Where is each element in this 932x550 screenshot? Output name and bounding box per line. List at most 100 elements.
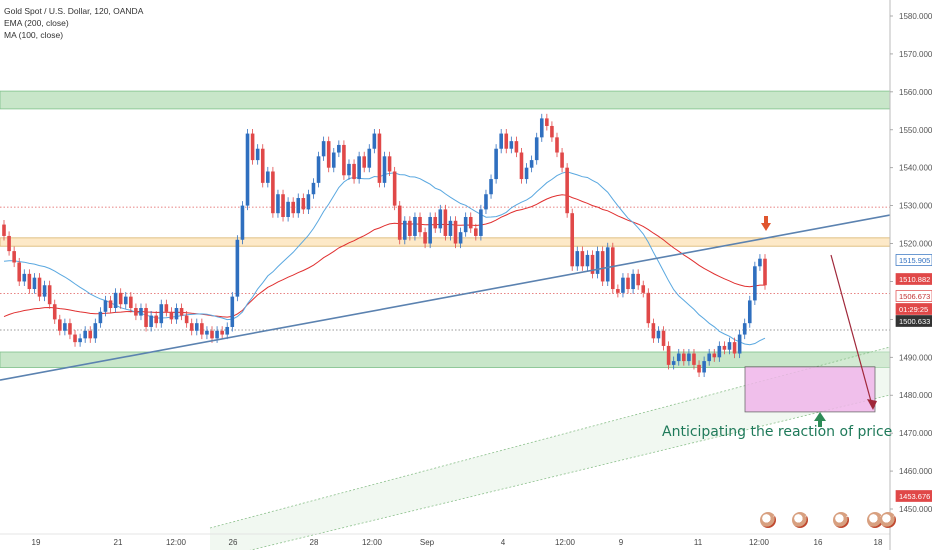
candle-body	[52, 304, 57, 320]
down-arrow-icon	[761, 223, 771, 231]
candle-body	[656, 330, 661, 339]
x-tick-label: 12:00	[749, 538, 770, 547]
candle-body	[169, 311, 174, 320]
candle-body	[489, 179, 493, 195]
candle-body	[499, 133, 503, 149]
candle-body	[372, 133, 377, 149]
candle-body	[484, 194, 488, 210]
candle-body	[413, 216, 417, 236]
resistance-zone	[0, 90, 891, 110]
candle-body	[438, 209, 443, 229]
candlestick-series	[2, 113, 767, 378]
candle-body	[118, 292, 123, 305]
x-tick-label: Sep	[420, 538, 435, 547]
candle-body	[184, 315, 189, 324]
candle-body	[73, 334, 77, 343]
candle-body	[641, 285, 646, 293]
candle-body	[433, 216, 438, 229]
candle-body	[347, 163, 351, 176]
price-label-box	[895, 303, 932, 315]
price-label: 1500.633	[899, 317, 930, 326]
candle-body	[575, 251, 580, 267]
candle-body	[98, 311, 103, 324]
event-flag-icon[interactable]: 1	[833, 512, 849, 528]
candle-body	[529, 160, 534, 168]
candle-body	[458, 232, 463, 244]
candle-body	[763, 258, 767, 286]
candle-body	[276, 194, 280, 214]
candle-body	[93, 323, 98, 339]
candle-body	[387, 156, 392, 172]
candle-body	[230, 296, 235, 327]
x-tick-label: 19	[32, 538, 41, 547]
candle-body	[732, 342, 737, 354]
candle-body	[316, 156, 321, 183]
y-tick-label: 1450.000	[899, 505, 932, 514]
candle-body	[68, 323, 72, 335]
ascending-channel	[209, 346, 891, 550]
candle-body	[164, 304, 169, 312]
candle-body	[722, 345, 727, 350]
event-flag-icon[interactable]: 7	[760, 512, 776, 528]
price-label-box	[895, 490, 932, 502]
candle-body	[611, 247, 615, 290]
channel-upper-line	[209, 346, 891, 529]
trendline	[0, 214, 891, 381]
candle-body	[266, 171, 270, 183]
candle-body	[281, 194, 285, 217]
candle-body	[423, 232, 427, 244]
y-tick-label: 1470.000	[899, 429, 932, 438]
y-tick-label: 1560.000	[899, 88, 932, 97]
candle-body	[342, 144, 346, 176]
candle-body	[687, 353, 691, 362]
channel-lower-line	[249, 394, 891, 550]
support-zone	[0, 351, 891, 368]
x-tick-label: 28	[310, 538, 319, 547]
candle-body	[108, 300, 113, 309]
ema-legend: EMA (200, close)	[4, 18, 69, 28]
candle-body	[7, 235, 11, 252]
candle-body	[271, 171, 275, 214]
x-tick-label: 26	[229, 538, 238, 547]
projection-arrow-head	[867, 399, 877, 410]
candle-body	[474, 228, 478, 236]
price-label: 1506.673	[899, 292, 930, 301]
candle-body	[2, 224, 6, 236]
chart-legend: Gold Spot / U.S. Dollar, 120, OANDA EMA …	[4, 5, 143, 41]
x-tick-label: 12:00	[362, 538, 383, 547]
price-label-box	[895, 315, 932, 327]
candle-body	[123, 296, 128, 305]
candle-body	[631, 273, 635, 290]
candle-body	[22, 273, 27, 282]
candle-body	[560, 152, 564, 168]
event-count: 1	[845, 513, 849, 519]
candle-body	[539, 118, 544, 138]
target-zone	[744, 366, 876, 413]
candle-body	[671, 361, 676, 365]
candle-body	[504, 133, 509, 149]
candle-body	[443, 209, 448, 236]
price-label: 01:29:25	[899, 305, 928, 314]
candle-body	[600, 251, 605, 282]
candle-body	[113, 292, 118, 309]
down-arrow-stem	[764, 216, 768, 224]
candle-body	[555, 137, 559, 153]
candle-body	[189, 323, 194, 331]
y-tick-label: 1520.000	[899, 240, 932, 249]
candle-body	[88, 330, 93, 339]
candle-body	[392, 171, 397, 206]
y-tick-label: 1570.000	[899, 50, 932, 59]
candle-body	[154, 315, 158, 324]
chart-title: Gold Spot / U.S. Dollar, 120, OANDA	[4, 6, 144, 16]
candle-body	[585, 254, 590, 267]
channel-fill	[210, 347, 890, 550]
y-tick-label: 1480.000	[899, 391, 932, 400]
candle-body	[139, 308, 143, 316]
event-flag-icon[interactable]: 7	[880, 512, 896, 528]
candle-body	[194, 323, 199, 331]
candle-body	[250, 133, 255, 161]
x-tick-label: 9	[619, 538, 624, 547]
candle-body	[301, 198, 306, 210]
event-flag-icon[interactable]: 7	[792, 512, 808, 528]
